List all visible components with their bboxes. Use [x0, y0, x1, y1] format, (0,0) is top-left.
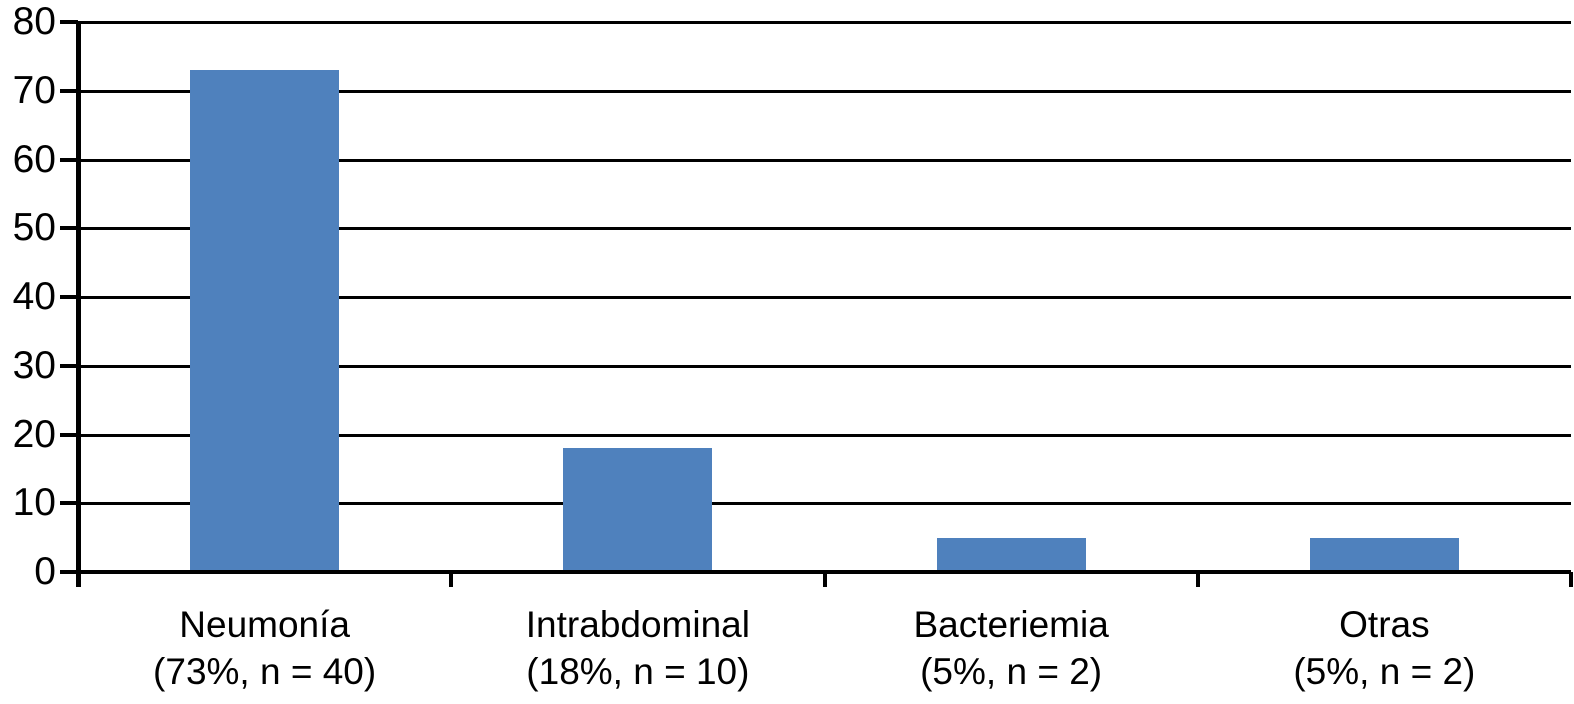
y-axis-tick: [60, 432, 78, 437]
category-name: Bacteriemia: [913, 604, 1109, 645]
x-axis-tick: [76, 572, 80, 587]
x-axis-tick: [449, 572, 454, 587]
gridline: [78, 89, 1571, 93]
y-axis-tick: [60, 20, 78, 24]
gridline: [78, 296, 1571, 299]
y-axis-tick: [60, 501, 78, 506]
gridline: [78, 502, 1571, 506]
plot-area: [60, 20, 1573, 587]
y-axis-tick-label: 30: [12, 343, 56, 387]
bar: [936, 537, 1086, 572]
x-axis-tick: [1195, 572, 1200, 587]
category-label: Intrabdominal (18%, n = 10): [451, 601, 824, 695]
gridline: [78, 364, 1571, 368]
category-stats: (18%, n = 10): [526, 651, 750, 692]
bar: [190, 70, 340, 572]
y-axis-tick-label: 20: [12, 412, 56, 456]
x-axis-category-labels: Neumonía (73%, n = 40) Intrabdominal (18%, …: [78, 601, 1571, 701]
category-label: Otras (5%, n = 2): [1198, 601, 1571, 695]
y-axis-tick: [60, 295, 78, 299]
y-axis-tick-label: 60: [12, 137, 56, 181]
y-axis-tick: [60, 570, 78, 574]
category-name: Otras: [1339, 604, 1430, 645]
category-stats: (5%, n = 2): [1293, 651, 1476, 692]
x-axis-tick: [822, 572, 827, 587]
category-stats: (73%, n = 40): [153, 651, 377, 692]
gridline: [78, 227, 1571, 231]
y-axis-tick: [60, 363, 78, 368]
y-axis-tick-label: 10: [12, 481, 56, 525]
y-axis-tick-label: 40: [12, 275, 56, 318]
gridline: [78, 433, 1571, 437]
y-axis-tick: [60, 88, 78, 93]
y-axis-tick-labels: 0 10 20 30 40 50 60 70 80: [0, 0, 56, 704]
y-axis-tick-label: 50: [12, 206, 56, 250]
y-axis-tick-label: 70: [12, 68, 56, 112]
bar: [1309, 537, 1459, 572]
gridline: [78, 158, 1571, 162]
y-axis-line: [76, 21, 81, 587]
bar: [563, 448, 713, 572]
category-label: Neumonía (73%, n = 40): [78, 601, 451, 695]
category-name: Neumonía: [179, 604, 350, 645]
x-axis-tick: [1569, 572, 1573, 587]
y-axis-tick-label: 80: [12, 0, 56, 43]
category-stats: (5%, n = 2): [920, 651, 1103, 692]
y-axis-tick-label: 0: [34, 550, 56, 593]
category-label: Bacteriemia (5%, n = 2): [825, 601, 1198, 695]
y-axis-tick: [60, 226, 78, 231]
gridline: [78, 21, 1571, 24]
y-axis-tick: [60, 157, 78, 162]
category-name: Intrabdominal: [525, 604, 750, 645]
